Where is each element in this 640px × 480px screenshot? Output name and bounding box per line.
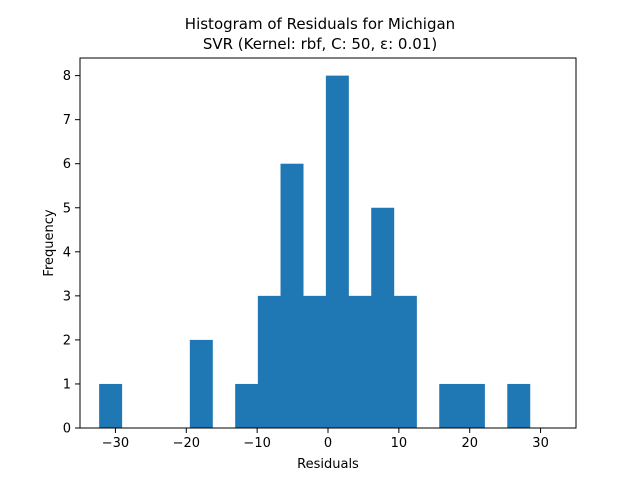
y-axis-ticks: 0 1 2 3 4 5 6 7 8	[63, 69, 80, 437]
histogram-bars	[99, 75, 531, 428]
y-tick-label: 1	[63, 377, 71, 392]
plot-frame	[79, 57, 577, 429]
histogram-bar	[507, 383, 531, 428]
histogram-bar	[439, 383, 463, 428]
histogram-bar	[99, 383, 123, 428]
histogram-bar	[189, 339, 213, 428]
y-tick-label: 2	[63, 333, 71, 348]
y-tick-label: 4	[63, 245, 71, 260]
x-tick-label: 30	[532, 436, 549, 451]
x-tick-label: −20	[173, 436, 200, 451]
chart-title: Histogram of Residuals for Michigan	[185, 15, 455, 33]
y-tick-label: 6	[63, 157, 71, 172]
histogram-bar	[461, 383, 485, 428]
x-axis-label: Residuals	[297, 457, 359, 472]
histogram-bar	[325, 75, 349, 428]
histogram-bar	[303, 295, 327, 428]
y-axis-label: Frequency	[42, 209, 57, 276]
x-tick-label: −30	[102, 436, 129, 451]
y-tick-label: 7	[63, 113, 71, 128]
chart-subtitle: SVR (Kernel: rbf, C: 50, ε: 0.01)	[203, 35, 437, 53]
histogram-bar	[280, 163, 304, 428]
histogram-bar	[235, 383, 259, 428]
y-tick-label: 3	[63, 289, 71, 304]
histogram-bar	[371, 207, 395, 428]
y-tick-label: 5	[63, 201, 71, 216]
histogram-bar	[257, 295, 281, 428]
x-axis-ticks: −30 −20 −10 0 10 20 30	[102, 428, 549, 451]
x-tick-label: 20	[461, 436, 478, 451]
y-tick-label: 0	[63, 422, 71, 437]
x-tick-label: −10	[243, 436, 270, 451]
x-tick-label: 10	[391, 436, 408, 451]
histogram-bar	[348, 295, 372, 428]
y-tick-label: 8	[63, 69, 71, 84]
x-tick-label: 0	[324, 436, 332, 451]
histogram-bar	[393, 295, 417, 428]
